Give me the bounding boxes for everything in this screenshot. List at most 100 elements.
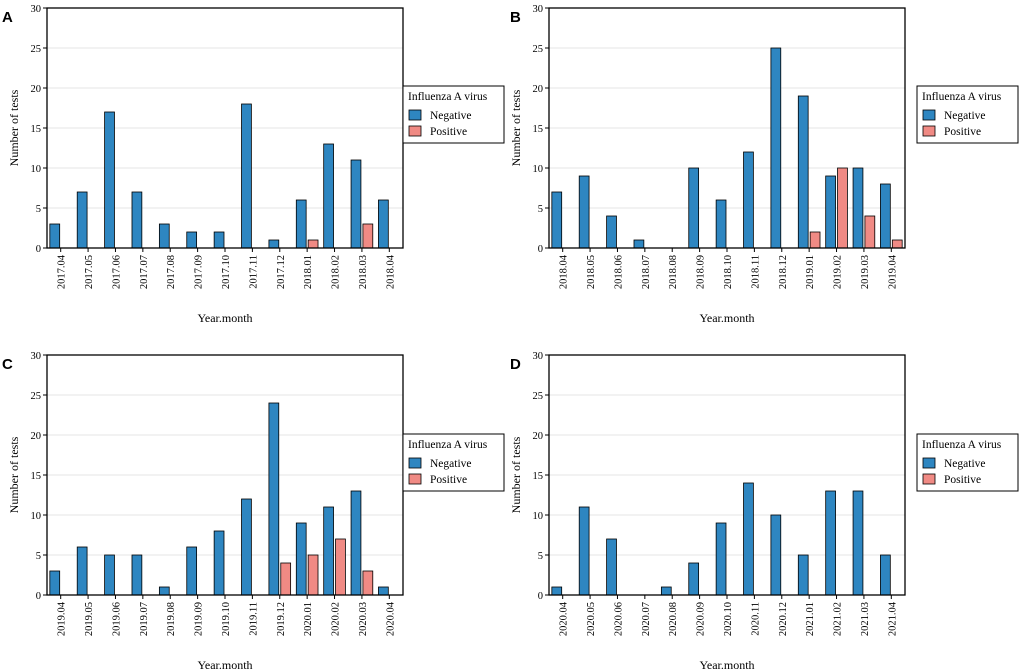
y-tick-label: 20 [533,84,544,95]
legend-swatch-negative [922,457,936,469]
x-tick-label: 2020.07 [641,602,652,636]
legend-label-negative: Negative [430,110,472,122]
bar-positive [837,167,848,249]
bar-negative [49,570,61,596]
x-tick-label: 2021.03 [860,602,871,636]
x-tick-label: 2020.04 [559,601,570,636]
y-axis-title: Number of tests [509,436,523,513]
x-tick-label: 2019.01 [805,255,816,289]
legend-swatch-positive [922,125,936,137]
x-tick-label: 2018.04 [559,254,570,289]
bar-negative [186,546,198,596]
legend: Influenza A virus Negative Positive [916,85,1019,144]
x-tick-label: 2018.01 [303,255,314,289]
panel-letter: C [2,356,13,373]
legend-label-negative: Negative [944,110,986,122]
y-tick-label: 20 [31,84,42,95]
x-tick-label: 2018.12 [778,255,789,289]
x-tick-label: 2019.05 [84,602,95,636]
chart-panel-a: A 2017.04 2017.05 2017.06 2017.07 2017.08 2017… [2,4,505,325]
bar-positive [307,239,319,249]
bar-negative [688,562,700,596]
x-tick-label: 2017.05 [84,255,95,289]
y-tick-label: 0 [538,244,543,255]
bar-negative [350,490,362,596]
bar-negative [186,231,198,249]
bar-negative [323,506,334,596]
y-tick-label: 10 [31,164,42,175]
x-tick-label: 2017.07 [139,255,150,289]
bar-negative [743,151,754,249]
bar-negative [158,223,170,249]
x-tick-label: 2019.08 [166,602,177,636]
x-tick-label: 2019.09 [194,602,205,636]
x-tick-label: 2020.03 [358,602,369,636]
x-tick-label: 2019.04 [887,254,898,289]
legend-title: Influenza A virus [922,91,1002,103]
x-tick-label: 2019.10 [221,602,232,636]
bar-positive [809,231,821,249]
bar-positive [362,570,374,596]
y-tick-label: 5 [538,204,543,215]
bar-negative [551,586,563,596]
x-tick-label: 2020.04 [385,601,396,636]
y-tick-label: 15 [31,471,42,482]
x-tick-label: 2020.11 [750,602,761,636]
bar-negative [295,522,307,596]
bar-negative [880,554,891,596]
bar-negative [688,167,700,249]
bar-negative [852,490,864,596]
bar-negative [660,586,672,596]
bar-negative [131,191,143,249]
x-tick-label: 2018.10 [723,255,734,289]
legend-swatch-negative [922,109,936,121]
x-tick-label: 2018.05 [586,255,597,289]
y-axis-title: Number of tests [509,89,523,166]
bar-negative [633,239,645,249]
x-tick-label: 2020.02 [331,602,342,636]
x-tick-label: 2019.04 [57,601,68,636]
bar-negative [578,506,590,596]
chart-panel-b: B 2018.04 2018.05 2018.06 2018.07 2018.08 2018… [509,4,1019,325]
legend-label-negative: Negative [430,458,472,470]
panel-letter: A [2,9,13,26]
x-tick-label: 2018.06 [613,255,624,289]
x-tick-label: 2018.08 [668,255,679,289]
x-tick-label: 2020.10 [723,602,734,636]
x-tick-label: 2018.11 [750,255,761,289]
bar-negative [852,167,864,249]
y-tick-label: 30 [533,351,544,362]
bar-negative [825,490,836,596]
x-axis-title: Year.month [699,658,754,669]
bar-negative [323,143,334,249]
y-tick-label: 0 [36,591,41,602]
bar-negative [350,159,362,249]
x-tick-label: 2020.09 [696,602,707,636]
bar-positive [891,239,903,249]
bar-negative [268,402,280,596]
y-axis-title: Number of tests [7,89,21,166]
x-tick-label: 2018.07 [641,255,652,289]
bar-positive [335,538,346,596]
bar-negative [770,47,782,249]
y-tick-label: 0 [538,591,543,602]
y-tick-label: 30 [533,4,544,15]
legend-label-positive: Positive [430,126,467,138]
legend: Influenza A virus Negative Positive [402,85,505,144]
x-tick-label: 2020.12 [778,602,789,636]
x-tick-label: 2017.09 [194,255,205,289]
panel-letter: B [510,9,521,26]
bar-negative [378,586,389,596]
x-tick-label: 2018.09 [696,255,707,289]
bar-negative [76,191,88,249]
bar-negative [378,199,389,249]
x-tick-label: 2017.11 [248,255,259,289]
bar-positive [864,215,876,249]
legend-swatch-positive [408,473,422,485]
y-tick-label: 25 [533,44,544,55]
y-tick-label: 15 [31,124,42,135]
y-tick-label: 25 [31,44,42,55]
bar-negative [213,231,225,249]
y-tick-label: 30 [31,351,42,362]
